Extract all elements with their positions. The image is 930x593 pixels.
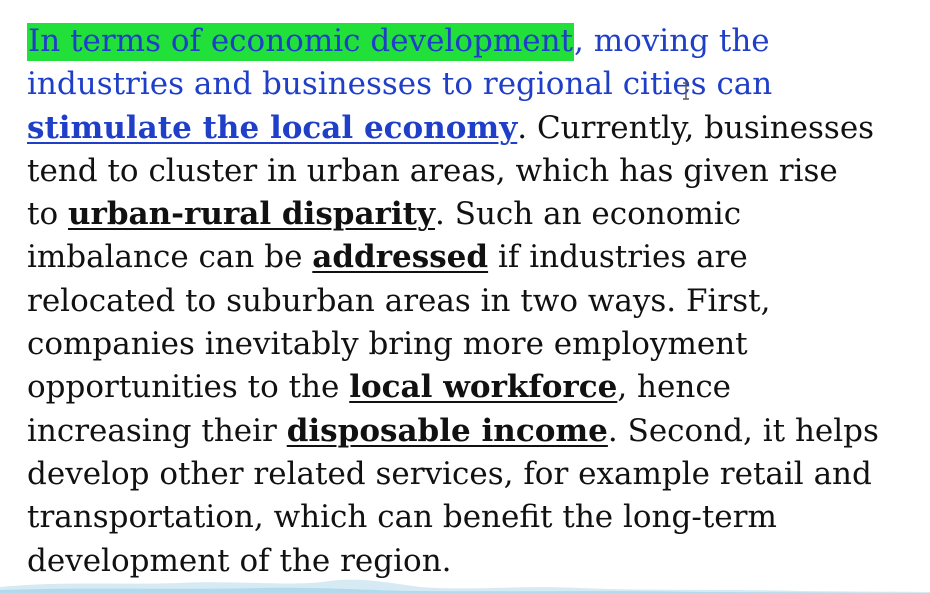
line-text: transportation, which can benefit the lo… — [27, 499, 777, 536]
line-text: increasing their — [27, 412, 287, 449]
line-text: . Currently, businesses — [517, 109, 875, 146]
paragraph-line-8: companies inevitably bring more employme… — [27, 323, 922, 366]
line-text: companies inevitably bring more employme… — [27, 326, 748, 363]
paragraph-line-12: transportation, which can benefit the lo… — [27, 496, 922, 539]
keyword-disposable-income: disposable income — [286, 412, 608, 449]
paragraph-line-4: tend to cluster in urban areas, which ha… — [27, 150, 922, 193]
paragraph-line-5: to urban-rural disparity. Such an econom… — [27, 193, 922, 236]
line-text: , moving the — [574, 23, 770, 59]
line-text: industries and businesses to regional ci… — [27, 66, 773, 103]
paragraph-line-2: industries and businesses to regional ci… — [27, 63, 922, 106]
line-text: imbalance can be — [27, 239, 313, 276]
essay-paragraph: In terms of economic development, moving… — [27, 20, 922, 583]
paragraph-line-10: increasing their disposable income. Seco… — [27, 410, 922, 453]
keyword-stimulate-the-local-economy: stimulate the local economy — [27, 109, 518, 146]
keyword-urban-rural-disparity: urban-rural disparity — [67, 196, 435, 233]
line-text: . Such an economic — [435, 196, 742, 233]
line-text: tend to cluster in urban areas, which ha… — [27, 152, 838, 189]
line-text: opportunities to the — [27, 369, 350, 406]
keyword-addressed: addressed — [312, 239, 489, 276]
text-cursor-icon — [683, 82, 689, 100]
line-text: . Second, it helps — [607, 412, 879, 449]
highlighted-phrase: In terms of economic development — [27, 23, 574, 61]
line-text: , hence — [617, 369, 732, 406]
line-text: development of the region. — [27, 542, 452, 579]
line-text: if industries are — [488, 239, 748, 276]
paragraph-line-9: opportunities to the local workforce, he… — [27, 366, 922, 409]
decorative-wave — [0, 579, 930, 593]
paragraph-line-6: imbalance can be addressed if industries… — [27, 236, 922, 279]
line-text: to — [27, 196, 68, 233]
keyword-local-workforce: local workforce — [349, 369, 618, 406]
paragraph-line-13: development of the region. — [27, 540, 922, 583]
paragraph-line-11: develop other related services, for exam… — [27, 453, 922, 496]
line-text: relocated to suburban areas in two ways.… — [27, 282, 771, 319]
paragraph-line-3: stimulate the local economy. Currently, … — [27, 107, 922, 150]
line-text: develop other related services, for exam… — [27, 455, 872, 492]
paragraph-line-1: In terms of economic development, moving… — [27, 20, 922, 63]
paragraph-line-7: relocated to suburban areas in two ways.… — [27, 280, 922, 323]
